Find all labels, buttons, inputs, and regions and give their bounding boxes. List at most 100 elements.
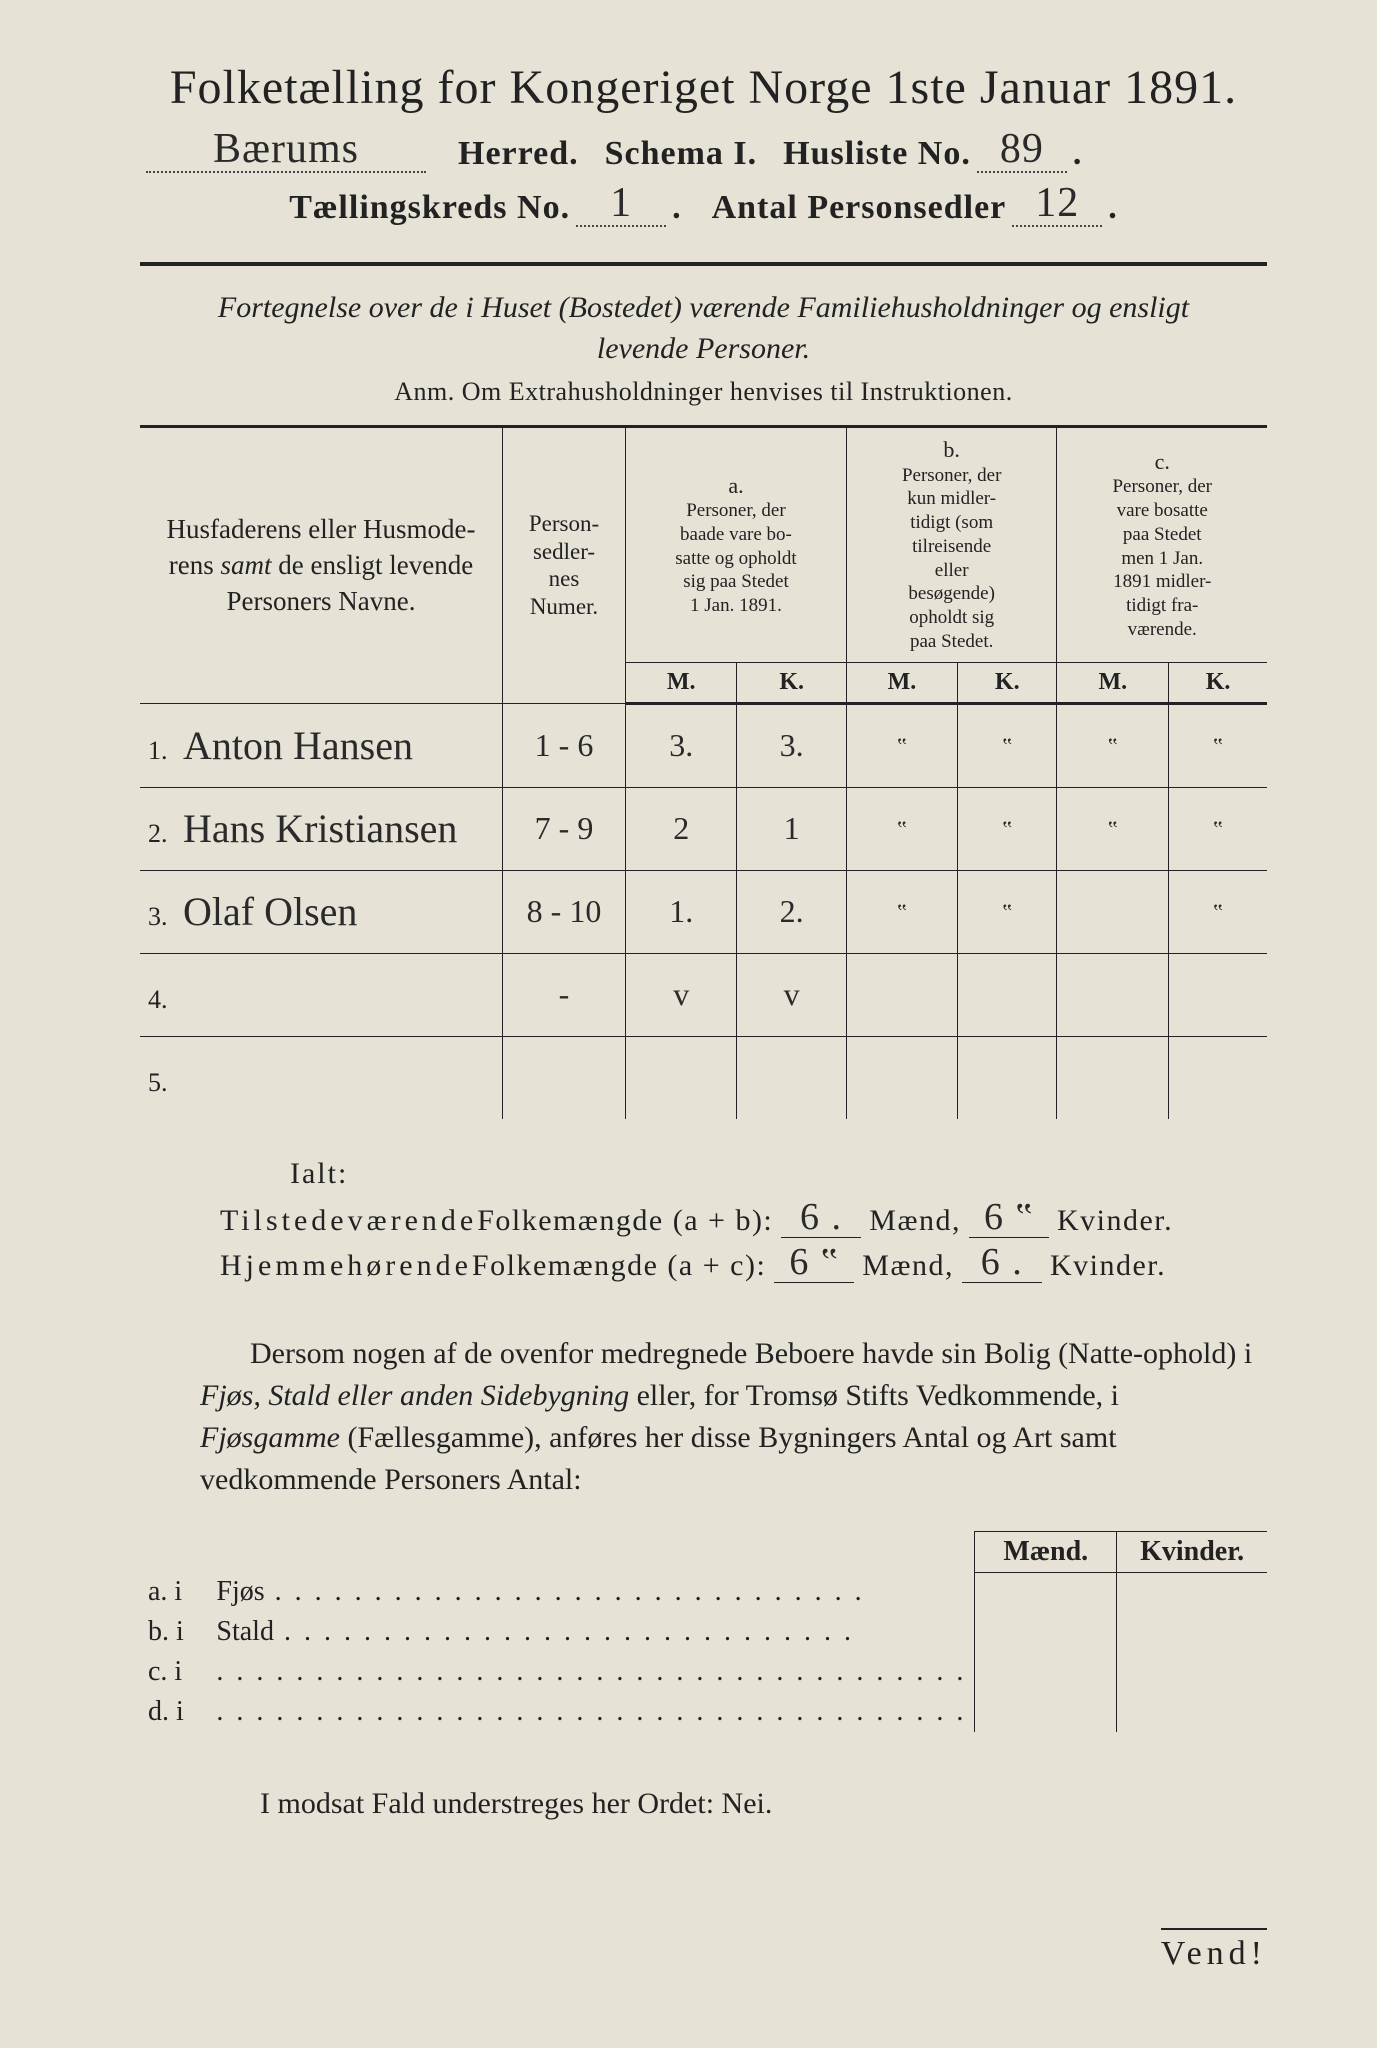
row1-cM[interactable]: ‟ <box>1057 703 1169 787</box>
row1-bK[interactable]: ‟ <box>958 703 1057 787</box>
row1-name-cell[interactable]: 1. Anton Hansen <box>140 703 503 787</box>
row2-bK[interactable]: ‟ <box>958 787 1057 870</box>
vend-label: Vend! <box>1161 1928 1267 1973</box>
col-c-tag: c. <box>1063 448 1261 476</box>
hjemme-m-field[interactable]: 6 ‟ <box>774 1246 854 1283</box>
col-b-M: M. <box>846 662 957 703</box>
row5-name-cell[interactable]: 5. <box>140 1036 503 1119</box>
side-row-d: d. i . . . . . . . . . . . . . . . . . .… <box>140 1692 1267 1732</box>
row3-ps[interactable]: 8 - 10 <box>503 870 626 953</box>
side-c-k[interactable] <box>1117 1652 1267 1692</box>
row3-cK[interactable]: ‟ <box>1169 870 1267 953</box>
taellingskreds-label: Tællingskreds No. <box>289 189 570 227</box>
side-c-label[interactable]: . . . . . . . . . . . . . . . . . . . . … <box>208 1652 975 1692</box>
side-a-k[interactable] <box>1117 1572 1267 1612</box>
row4-bM[interactable] <box>846 953 957 1036</box>
antal-field[interactable]: 12 <box>1012 187 1102 227</box>
row1-aM[interactable]: 3. <box>626 703 737 787</box>
row3-name-cell[interactable]: 3. Olaf Olsen <box>140 870 503 953</box>
tilstede-m-value: 6 . <box>781 1195 861 1239</box>
husliste-no-field[interactable]: 89 <box>977 133 1067 173</box>
kvinder-label-1: Kvinder. <box>1057 1204 1173 1238</box>
table-row: 1. Anton Hansen 1 - 6 3. 3. ‟ ‟ ‟ ‟ <box>140 703 1267 787</box>
col-a-header: a. Personer, derbaade vare bo-satte og o… <box>626 427 847 663</box>
col-c-M: M. <box>1057 662 1169 703</box>
row3-num: 3. <box>148 902 168 931</box>
side-d-label[interactable]: . . . . . . . . . . . . . . . . . . . . … <box>208 1692 975 1732</box>
husliste-dot: . <box>1073 135 1083 173</box>
side-a-m[interactable] <box>975 1572 1117 1612</box>
row1-bM[interactable]: ‟ <box>846 703 957 787</box>
row1-ps[interactable]: 1 - 6 <box>503 703 626 787</box>
sidebuilding-para: Dersom nogen af de ovenfor medregnede Be… <box>200 1333 1257 1501</box>
table-row: 5. <box>140 1036 1267 1119</box>
side-b-k[interactable] <box>1117 1612 1267 1652</box>
kvinder-label-2: Kvinder. <box>1050 1249 1166 1283</box>
kreds-line: Tællingskreds No. 1 . Antal Personsedler… <box>140 187 1267 227</box>
row2-cK[interactable]: ‟ <box>1169 787 1267 870</box>
row2-ps[interactable]: 7 - 9 <box>503 787 626 870</box>
row4-name-cell[interactable]: 4. <box>140 953 503 1036</box>
col-b-tag: b. <box>853 436 1051 464</box>
row3-aK[interactable]: 2. <box>737 870 847 953</box>
row2-bM[interactable]: ‟ <box>846 787 957 870</box>
intro-text: Fortegnelse over de i Huset (Bostedet) v… <box>180 288 1227 369</box>
side-d-k[interactable] <box>1117 1692 1267 1732</box>
tilstede-k-field[interactable]: 6 ‟ <box>969 1201 1049 1238</box>
row4-aK[interactable]: v <box>737 953 847 1036</box>
row2-name-cell[interactable]: 2. Hans Kristiansen <box>140 787 503 870</box>
col-ps-header: Person-sedler-nesNumer. <box>503 427 626 704</box>
row2-aM[interactable]: 2 <box>626 787 737 870</box>
hjemme-k-field[interactable]: 6 . <box>962 1246 1042 1283</box>
side-a-label[interactable]: Fjøs . . . . . . . . . . . . . . . . . .… <box>208 1572 975 1612</box>
taellingskreds-field[interactable]: 1 <box>576 187 666 227</box>
row5-ps[interactable] <box>503 1036 626 1119</box>
hjemme-line: Hjemmehørende Folkemængde (a + c): 6 ‟ M… <box>220 1246 1267 1283</box>
col-b-header: b. Personer, derkun midler-tidigt (somti… <box>846 427 1057 663</box>
row5-aK[interactable] <box>737 1036 847 1119</box>
census-form-page: Folketælling for Kongeriget Norge 1ste J… <box>0 0 1377 2048</box>
row3-cM[interactable] <box>1057 870 1169 953</box>
col-c-K: K. <box>1169 662 1267 703</box>
row5-cM[interactable] <box>1057 1036 1169 1119</box>
row4-cK[interactable] <box>1169 953 1267 1036</box>
herred-label: Herred. <box>458 135 579 173</box>
hjemme-rest: Folkemængde (a + c): <box>472 1249 766 1283</box>
side-b-label[interactable]: Stald . . . . . . . . . . . . . . . . . … <box>208 1612 975 1652</box>
herred-field[interactable]: Bærums <box>146 133 426 173</box>
side-a-tag: a. i <box>140 1572 208 1612</box>
row4-aM[interactable]: v <box>626 953 737 1036</box>
row2-cM[interactable]: ‟ <box>1057 787 1169 870</box>
tilstede-spaced: Tilstedeværende <box>220 1204 477 1238</box>
schema-label: Schema I. <box>605 135 758 173</box>
row4-ps[interactable]: - <box>503 953 626 1036</box>
row3-bK[interactable]: ‟ <box>958 870 1057 953</box>
row5-cK[interactable] <box>1169 1036 1267 1119</box>
row1-cK[interactable]: ‟ <box>1169 703 1267 787</box>
side-d-m[interactable] <box>975 1692 1117 1732</box>
row2-num: 2. <box>148 819 168 848</box>
col-a-M: M. <box>626 662 737 703</box>
row4-bK[interactable] <box>958 953 1057 1036</box>
row2-aK[interactable]: 1 <box>737 787 847 870</box>
side-b-m[interactable] <box>975 1612 1117 1652</box>
tilstede-m-field[interactable]: 6 . <box>781 1201 861 1238</box>
row3-bM[interactable]: ‟ <box>846 870 957 953</box>
side-c-m[interactable] <box>975 1652 1117 1692</box>
row5-bK[interactable] <box>958 1036 1057 1119</box>
side-row-b: b. i Stald . . . . . . . . . . . . . . .… <box>140 1612 1267 1652</box>
row4-cM[interactable] <box>1057 953 1169 1036</box>
side-d-tag: d. i <box>140 1692 208 1732</box>
table-row: 4. - v v <box>140 953 1267 1036</box>
col-c-text: Personer, dervare bosattepaa Stedetmen 1… <box>1063 475 1261 641</box>
col-a-text: Personer, derbaade vare bo-satte og opho… <box>632 499 840 618</box>
row3-aM[interactable]: 1. <box>626 870 737 953</box>
row1-aK[interactable]: 3. <box>737 703 847 787</box>
row5-bM[interactable] <box>846 1036 957 1119</box>
households-table: Husfaderens eller Husmode-rens samt de e… <box>140 425 1267 1119</box>
hjemme-spaced: Hjemmehørende <box>220 1249 472 1283</box>
col-a-K: K. <box>737 662 847 703</box>
tilstede-rest: Folkemængde (a + b): <box>477 1204 773 1238</box>
row5-aM[interactable] <box>626 1036 737 1119</box>
maend-label-1: Mænd, <box>869 1204 961 1238</box>
